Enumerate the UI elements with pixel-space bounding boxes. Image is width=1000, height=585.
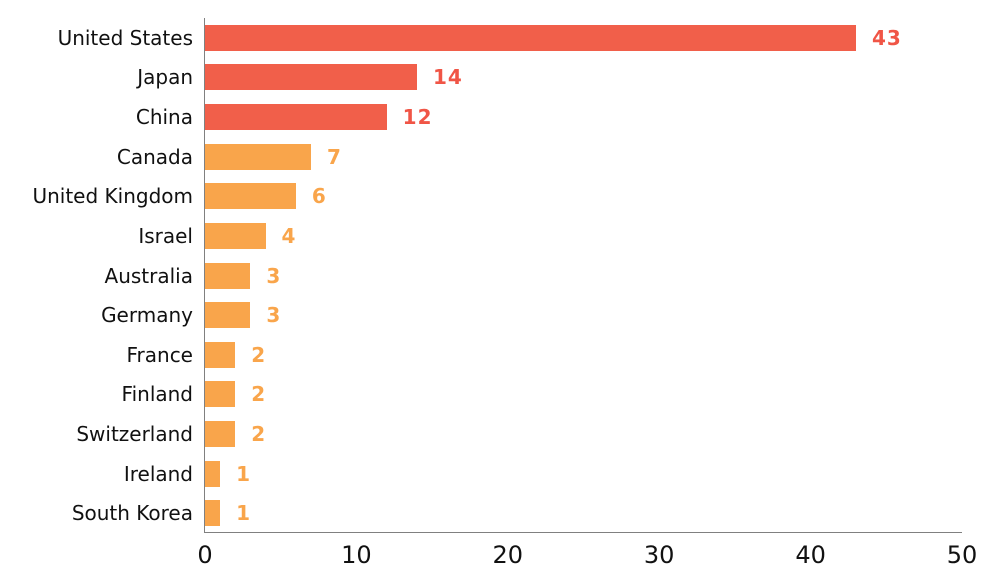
y-axis-line: [203, 18, 205, 533]
value-label: 6: [311, 184, 327, 209]
x-tick-label: 20: [492, 541, 524, 569]
value-label: 1: [236, 501, 252, 526]
value-label: 14: [432, 65, 463, 90]
category-label: United Kingdom: [32, 184, 193, 209]
category-label: Israel: [138, 223, 193, 248]
value-label: 3: [266, 303, 282, 328]
bar: [205, 183, 296, 210]
x-tick-label: 10: [341, 541, 372, 569]
bar: [205, 500, 221, 527]
category-label: Japan: [137, 65, 193, 90]
category-label: South Korea: [71, 501, 193, 526]
bar: [205, 341, 236, 368]
bar: [205, 24, 857, 51]
category-label: Switzerland: [76, 421, 193, 446]
x-tick-label: 50: [946, 541, 978, 569]
category-label: Ireland: [123, 461, 193, 486]
category-label: Germany: [101, 303, 193, 328]
value-label: 2: [251, 421, 267, 446]
x-tick-label: 30: [643, 541, 675, 569]
category-label: Finland: [121, 382, 193, 407]
value-label: 3: [266, 263, 282, 288]
bar: [205, 262, 251, 289]
bar: [205, 381, 236, 408]
bar: [205, 104, 387, 131]
category-label: United States: [57, 25, 193, 50]
x-tick-label: 0: [197, 541, 213, 569]
bar: [205, 143, 311, 170]
category-label: Australia: [104, 263, 193, 288]
bar: [205, 222, 266, 249]
bar: [205, 420, 236, 447]
bar: [205, 64, 417, 91]
value-label: 1: [236, 461, 252, 486]
value-label: 2: [251, 382, 267, 407]
value-label: 7: [326, 144, 342, 169]
category-label: Canada: [116, 144, 193, 169]
x-axis-line: [203, 531, 962, 533]
category-label: France: [126, 342, 193, 367]
bar: [205, 460, 221, 487]
value-label: 43: [872, 25, 902, 50]
category-label: China: [135, 105, 193, 130]
x-tick-label: 40: [795, 541, 826, 569]
value-label: 2: [251, 342, 267, 367]
value-label: 12: [402, 105, 433, 130]
value-label: 4: [281, 223, 297, 248]
bar: [205, 302, 251, 329]
